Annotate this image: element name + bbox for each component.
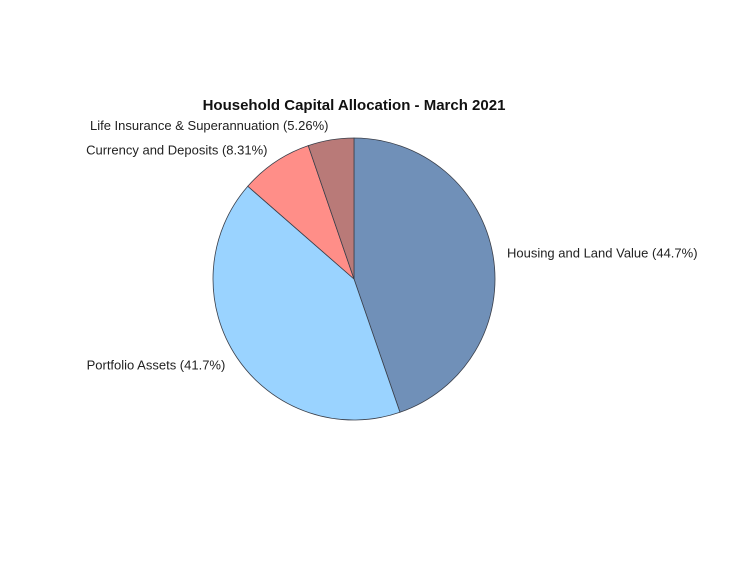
pie-label-portfolio-assets: Portfolio Assets (41.7%) [87, 358, 226, 373]
pie-slice-housing-and-land-value [353, 137, 496, 413]
chart-title: Household Capital Allocation - March 202… [203, 97, 506, 114]
pie-label-life-insurance-and-superannuation: Life Insurance & Superannuation (5.26%) [90, 118, 329, 133]
pie-slice-portfolio-assets [212, 185, 401, 421]
pie-slices [212, 137, 496, 421]
pie-labels: Housing and Land Value (44.7%) Portfolio … [86, 118, 697, 373]
pie-label-currency-and-deposits: Currency and Deposits (8.31%) [86, 142, 267, 157]
pie-slice-life-insurance-and-superannuation [307, 137, 355, 280]
pie-label-housing-and-land-value: Housing and Land Value (44.7%) [507, 245, 698, 260]
